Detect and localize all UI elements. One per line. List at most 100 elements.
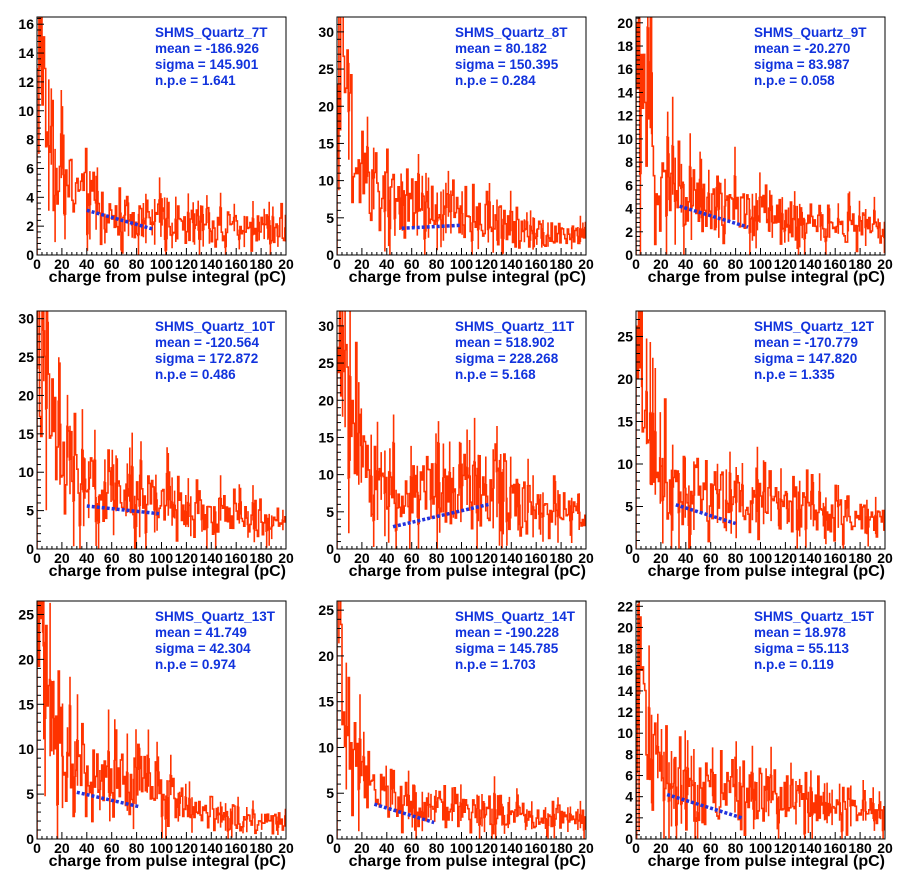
y-tick-label: 0 — [326, 831, 334, 847]
y-tick-label: 20 — [318, 392, 334, 408]
stat-sigma: sigma = 172.872 — [155, 351, 258, 366]
stat-sigma: sigma = 83.987 — [754, 57, 850, 72]
x-tick-label: 140 — [799, 550, 823, 566]
y-tick-label: 15 — [318, 135, 334, 151]
x-tick-label: 20 — [354, 840, 370, 856]
x-tick-label: 180 — [249, 840, 273, 856]
x-tick-label: 80 — [728, 550, 744, 566]
x-tick-label: 60 — [404, 550, 420, 566]
x-axis-label: charge from pulse integral (pC) — [648, 853, 885, 870]
stat-mean: mean = 80.182 — [455, 41, 547, 56]
x-tick-label: 40 — [79, 840, 95, 856]
histogram-panel-7: 0 20 40 60 80 100 120 140 160 180 20 0 5 10 15 20 25 char… — [18, 600, 294, 870]
x-tick-label: 80 — [129, 550, 145, 566]
y-tick-label: 0 — [26, 831, 34, 847]
stat-sigma: sigma = 42.304 — [155, 641, 251, 656]
x-tick-label: 100 — [150, 840, 174, 856]
x-tick-label: 20 — [653, 550, 669, 566]
y-tick-label: 0 — [26, 247, 34, 263]
x-tick-label: 40 — [79, 550, 95, 566]
y-tick-label: 14 — [18, 45, 34, 61]
histogram-panel-3: 0 20 40 60 80 100 120 140 160 180 20 0 2 4 6 8 10 12 14 16 1… — [617, 15, 893, 286]
x-tick-label: 20 — [278, 256, 294, 272]
y-tick-label: 16 — [18, 16, 34, 32]
x-axis-label: charge from pulse integral (pC) — [648, 269, 885, 286]
x-tick-label: 0 — [632, 256, 640, 272]
x-tick-label: 120 — [475, 840, 499, 856]
y-tick-label: 30 — [318, 318, 334, 334]
histogram-panel-8: 0 20 40 60 80 100 120 140 160 180 20 0 5 10 15 20 25 char… — [318, 600, 594, 870]
y-tick-label: 0 — [625, 541, 633, 557]
y-tick-label: 2 — [26, 218, 34, 234]
x-tick-label: 20 — [877, 550, 893, 566]
y-tick-label: 18 — [617, 38, 633, 54]
stat-npe: n.p.e = 0.119 — [754, 657, 834, 672]
histogram-title: SHMS_Quartz_10T — [155, 319, 276, 334]
y-tick-label: 0 — [625, 247, 633, 263]
y-tick-label: 10 — [18, 741, 34, 757]
y-tick-label: 30 — [318, 24, 334, 40]
x-tick-label: 60 — [703, 840, 719, 856]
stat-npe: n.p.e = 0.284 — [455, 73, 536, 88]
x-tick-label: 120 — [774, 256, 798, 272]
y-tick-label: 10 — [18, 464, 34, 480]
x-tick-label: 0 — [33, 840, 41, 856]
x-tick-label: 20 — [877, 256, 893, 272]
x-tick-label: 40 — [678, 550, 694, 566]
x-tick-label: 160 — [824, 550, 848, 566]
histogram-panel-6: 0 20 40 60 80 100 120 140 160 180 20 0 5 10 15 20 25 char… — [617, 310, 893, 580]
x-tick-label: 0 — [33, 256, 41, 272]
x-tick-label: 60 — [404, 840, 420, 856]
stat-sigma: sigma = 150.395 — [455, 57, 559, 72]
y-tick-label: 6 — [625, 177, 633, 193]
x-tick-label: 40 — [379, 840, 395, 856]
y-tick-label: 10 — [318, 739, 334, 755]
histogram-series — [337, 311, 586, 549]
x-tick-label: 180 — [848, 256, 872, 272]
fit-line — [666, 792, 743, 820]
y-tick-label: 0 — [326, 541, 334, 557]
x-tick-label: 80 — [129, 256, 145, 272]
stat-npe: n.p.e = 1.641 — [155, 73, 236, 88]
x-tick-label: 60 — [703, 550, 719, 566]
stat-sigma: sigma = 147.820 — [754, 351, 857, 366]
x-tick-label: 0 — [333, 256, 341, 272]
x-tick-label: 160 — [525, 550, 549, 566]
histogram-series — [37, 601, 286, 839]
x-tick-label: 100 — [450, 840, 474, 856]
x-axis-label: charge from pulse integral (pC) — [49, 269, 286, 286]
histogram-series — [37, 17, 286, 255]
stat-sigma: sigma = 145.901 — [155, 57, 259, 72]
y-tick-label: 5 — [326, 504, 334, 520]
x-axis-label: charge from pulse integral (pC) — [349, 563, 586, 580]
x-tick-label: 20 — [354, 256, 370, 272]
stat-npe: n.p.e = 0.486 — [155, 367, 236, 382]
y-tick-label: 16 — [617, 61, 633, 77]
y-tick-label: 25 — [318, 355, 334, 371]
x-tick-label: 60 — [404, 256, 420, 272]
y-tick-label: 10 — [18, 103, 34, 119]
x-tick-label: 100 — [749, 840, 773, 856]
histogram-panel-4: 0 20 40 60 80 100 120 140 160 180 20 0 5 10 15 20 25 30 ch… — [18, 310, 294, 580]
y-tick-label: 12 — [617, 704, 633, 720]
x-tick-label: 180 — [549, 840, 573, 856]
x-tick-label: 60 — [104, 840, 120, 856]
y-tick-label: 4 — [625, 789, 633, 805]
stat-npe: n.p.e = 1.335 — [754, 367, 835, 382]
fit-line — [86, 208, 154, 231]
y-tick-label: 20 — [617, 15, 633, 31]
x-tick-label: 140 — [200, 256, 224, 272]
y-tick-label: 14 — [617, 84, 633, 100]
stat-sigma: sigma = 228.268 — [455, 351, 559, 366]
y-tick-label: 5 — [625, 499, 633, 515]
histogram-title: SHMS_Quartz_15T — [754, 609, 875, 624]
y-tick-label: 20 — [18, 651, 34, 667]
y-tick-label: 2 — [625, 810, 633, 826]
x-tick-label: 120 — [475, 256, 499, 272]
stat-mean: mean = 518.902 — [455, 335, 554, 350]
y-tick-label: 16 — [617, 662, 633, 678]
y-tick-label: 22 — [617, 598, 633, 614]
x-tick-label: 60 — [104, 256, 120, 272]
histogram-panel-9: 0 20 40 60 80 100 120 140 160 180 20 0 2 4 6 8 10 12 14 16 1… — [617, 598, 893, 870]
